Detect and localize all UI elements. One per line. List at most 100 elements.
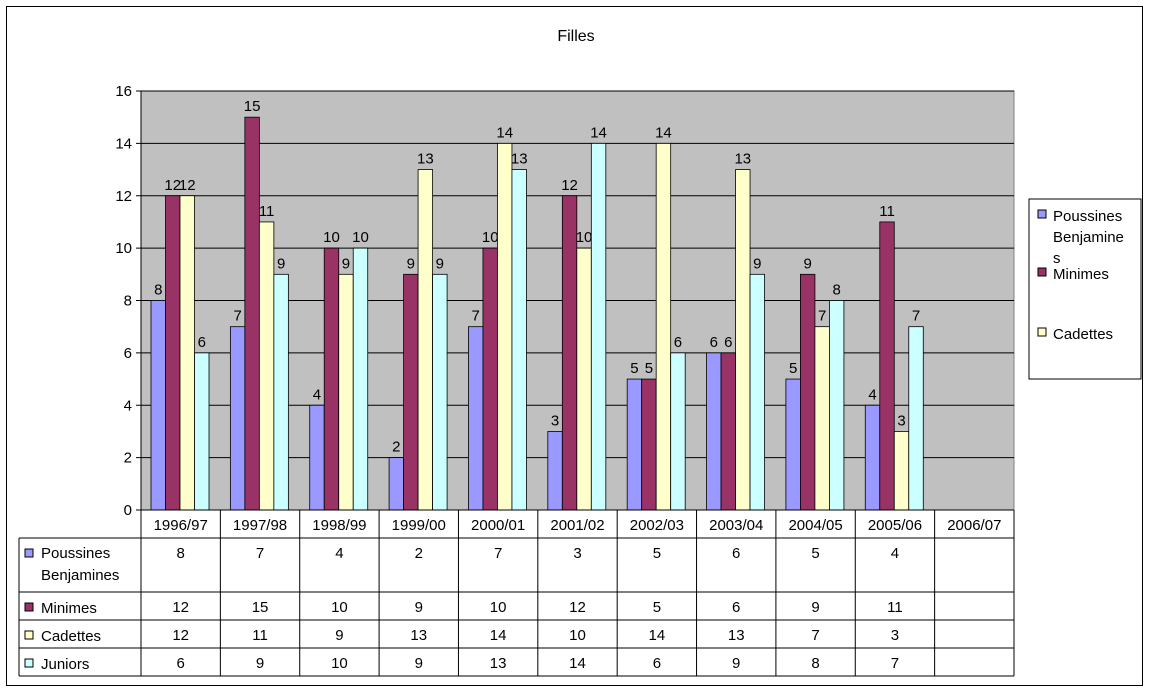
bar-cadettes [655,142,672,511]
table-series-key [24,602,34,612]
data-label: 8 [154,282,162,299]
table-cell: 4 [891,545,899,562]
bar-poussines-benjamines [547,431,563,511]
legend-key [1037,327,1047,337]
y-tick-label: 16 [115,83,132,100]
legend-box [1028,198,1142,380]
table-cell: 9 [335,627,343,644]
bar-juniors [829,300,845,511]
table-cell: 4 [335,545,343,562]
legend-label: Poussines [1053,208,1122,225]
x-tick-label: 2002/03 [630,517,684,534]
table-cell: 3 [573,545,581,562]
bar-minimes [879,221,895,511]
y-tick-label: 2 [124,450,132,467]
bar-minimes [323,247,340,511]
bar-cadettes [576,247,592,511]
legend-label: Minimes [1053,266,1109,283]
bar-minimes [244,116,260,511]
table-series-key [24,630,34,640]
legend-key [1037,267,1047,277]
table-cell: 6 [177,655,185,672]
y-tick-label: 14 [115,135,132,152]
data-label: 12 [179,177,196,194]
bar-poussines-benjamines [626,378,643,511]
bar-juniors [273,273,289,511]
x-tick-label: 2000/01 [471,517,525,534]
table-cell: 9 [415,655,423,672]
table-cell: 5 [653,599,661,616]
table-cell: 7 [891,655,899,672]
bar-juniors [432,273,448,511]
data-label: 14 [590,124,607,141]
y-tick-label: 0 [124,502,132,519]
table-cell: 14 [649,627,666,644]
data-label: 12 [164,177,181,194]
bar-poussines-benjamines [309,404,325,511]
table-cell: 6 [653,655,661,672]
legend-label: Cadettes [1053,326,1113,343]
bar-juniors [352,247,369,511]
y-tick-label: 8 [124,293,132,310]
plot-area: 0246810121416812126715119410910291397101… [115,83,1015,519]
table-cell: 12 [172,599,189,616]
bar-juniors [511,169,527,511]
data-label: 5 [645,360,653,377]
x-tick-label: 1996/97 [154,517,208,534]
bar-poussines-benjamines [229,326,246,511]
table-cell: 7 [811,627,819,644]
x-tick-label: 2003/04 [709,517,763,534]
table-cell: 10 [490,599,507,616]
table-cell: 10 [569,627,586,644]
table-cell: 9 [256,655,264,672]
table-series-label: Benjamines [41,567,119,584]
data-label: 9 [277,255,285,272]
table-cell: 10 [331,599,348,616]
table-series-label: Minimes [41,600,97,617]
y-tick-label: 10 [115,240,132,257]
bar-juniors [194,352,210,511]
table-cell: 3 [891,627,899,644]
x-tick-label: 2001/02 [550,517,604,534]
legend-label: s [1053,250,1061,267]
data-label: 13 [734,151,751,168]
data-label: 4 [868,386,876,403]
data-label: 10 [352,229,369,246]
data-label: 3 [551,412,559,429]
data-label: 6 [724,334,732,351]
data-label: 3 [897,412,905,429]
bar-cadettes [417,169,433,511]
bar-poussines-benjamines [468,326,484,511]
y-tick-label: 4 [124,397,132,414]
data-label: 7 [233,308,241,325]
chart-frame: Filles 0 2 4 6 8 10 12 14 16 8 12 12 6 7 15 11 9 4 10 9 10 2 9… [6,6,1143,686]
bar-juniors [749,273,765,511]
y-tick-label: 6 [124,345,132,362]
table-cell: 12 [569,599,586,616]
data-table: 1996/97 1997/98 1998/99 1999/00 2000/01 2001/… [18,509,1015,677]
x-tick-label: 1997/98 [233,517,287,534]
chart-title: Filles [557,28,594,45]
table-cell: 8 [177,545,185,562]
y-tick-label: 12 [115,188,132,205]
table-cell: 7 [494,545,502,562]
table-cell: 15 [252,599,269,616]
data-label: 5 [789,360,797,377]
data-label: 10 [482,229,499,246]
bar-cadettes [179,195,195,511]
bar-minimes [641,378,657,511]
bar-poussines-benjamines [785,378,801,511]
table-cell: 5 [811,545,819,562]
table-series-label: Poussines [41,545,110,562]
data-label: 2 [392,439,400,456]
bar-cadettes [338,273,354,511]
data-label: 7 [472,308,480,325]
bar-minimes [403,273,419,511]
bar-poussines-benjamines [150,300,166,511]
table-cell: 5 [653,545,661,562]
data-label: 12 [561,177,578,194]
bar-cadettes [814,326,830,511]
bar-cadettes [735,169,751,511]
bar-minimes [165,195,181,511]
table-cell: 11 [887,599,903,616]
